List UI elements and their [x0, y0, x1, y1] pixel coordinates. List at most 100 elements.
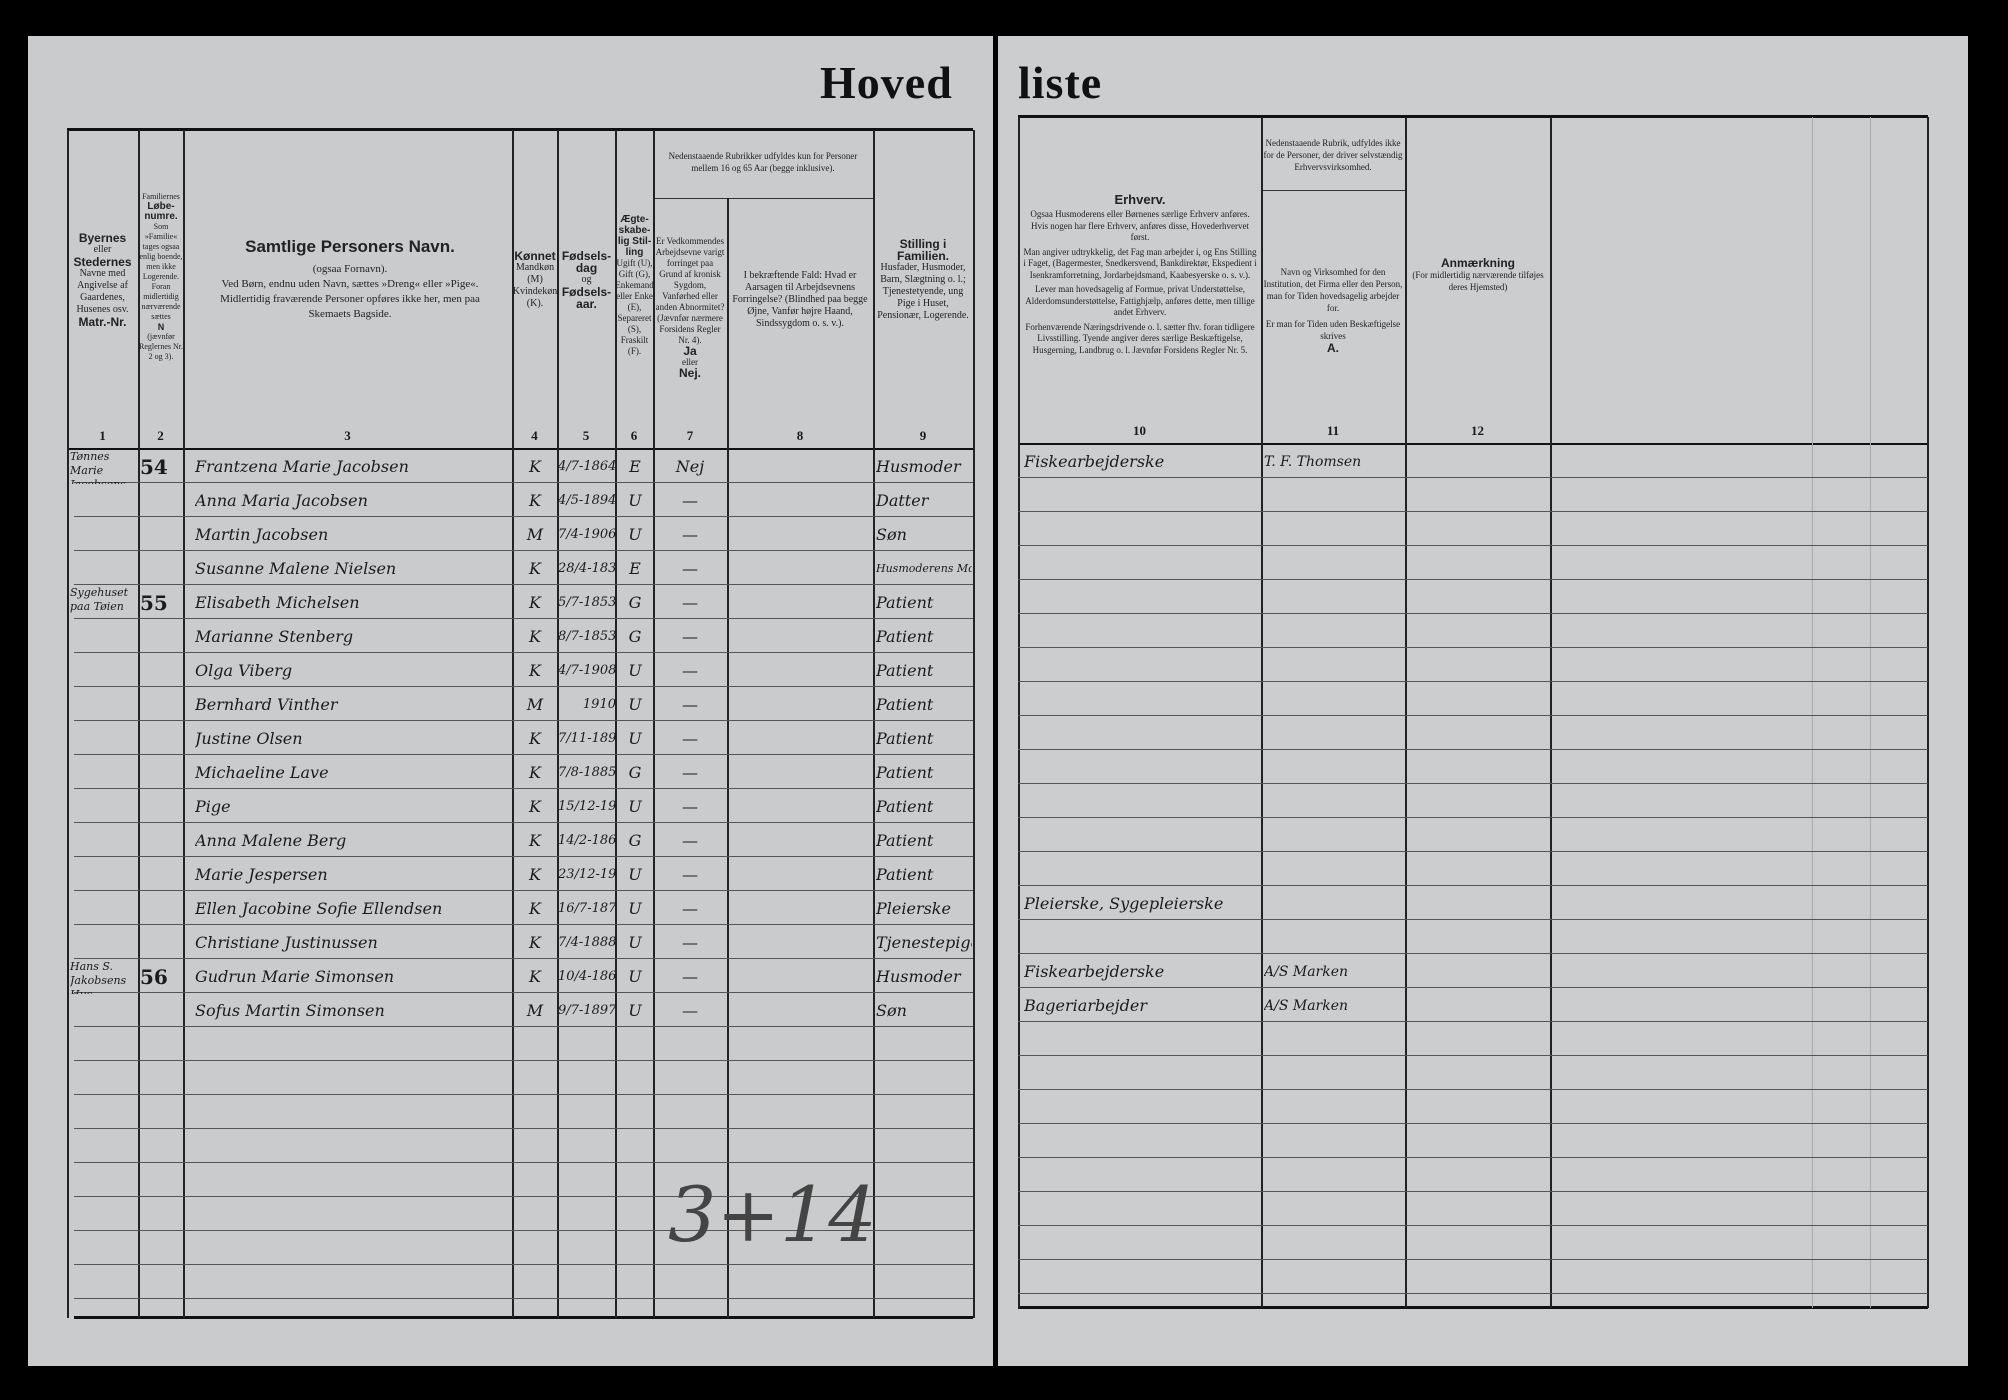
- h1-l2: eller: [93, 244, 112, 255]
- h3-l2: (ogsaa Fornavn).: [312, 262, 388, 275]
- row-place: [70, 518, 136, 552]
- row-civil: U: [628, 729, 642, 748]
- row-fam: [140, 756, 182, 790]
- h6-l2: Ugift (U), Gift (G), Enkemand eller Enke…: [615, 257, 654, 356]
- header-rule-right: [1018, 443, 1928, 445]
- top-rule-right: [1018, 115, 1928, 118]
- subheader-rule-11: [1261, 190, 1405, 191]
- row-occupation: Fiskearbejderske: [1024, 962, 1165, 981]
- row-cause: [730, 484, 870, 518]
- h1-l4: Navne med Angivelse af Gaardenes, Husene…: [76, 268, 129, 315]
- row-place: [70, 756, 136, 790]
- h1-l3: Stedernes: [73, 255, 132, 269]
- row-birth: 4/7-1908: [558, 663, 616, 678]
- row-place: [70, 688, 136, 722]
- row-line: [74, 1060, 973, 1061]
- row-line: [1018, 613, 1928, 614]
- column-divider: [512, 130, 514, 1318]
- row-line: [1018, 851, 1928, 852]
- row-line: [74, 482, 973, 483]
- column-divider: [973, 130, 975, 1318]
- row-ability: —: [682, 763, 698, 782]
- row-place: [70, 620, 136, 654]
- row-name: Gudrun Marie Simonsen: [195, 967, 395, 986]
- header-col-10: Erhverv. Ogsaa Husmoderens eller Børnenes…: [1022, 140, 1258, 410]
- row-line: [74, 1094, 973, 1095]
- row-line: [1018, 1021, 1928, 1022]
- row-employer: [1264, 751, 1404, 785]
- row-note: [1410, 513, 1548, 547]
- bottom-rule-right: [1018, 1306, 1928, 1309]
- row-ability: —: [682, 593, 698, 612]
- column-divider: [1927, 117, 1929, 1308]
- row-cause: [730, 994, 870, 1028]
- row-note: [1410, 547, 1548, 581]
- row-note: [1410, 853, 1548, 887]
- header-col-6: Ægte-skabe-lig Stil-ling Ugift (U), Gift …: [615, 160, 654, 410]
- row-line: [1018, 477, 1928, 478]
- column-divider: [67, 130, 69, 1318]
- row-line: [74, 992, 973, 993]
- column-number: 12: [1471, 423, 1484, 438]
- left-page: [28, 36, 993, 1366]
- row-employer: [1264, 921, 1404, 955]
- row-role: Patient: [876, 593, 934, 612]
- row-note: [1410, 751, 1548, 785]
- row-line: [1018, 545, 1928, 546]
- row-line: [1018, 579, 1928, 580]
- row-employer: [1264, 479, 1404, 513]
- column-number: 5: [582, 428, 590, 443]
- h7-l2: Ja: [683, 344, 697, 358]
- row-employer: [1264, 615, 1404, 649]
- row-line: [74, 1196, 973, 1197]
- row-sex: M: [526, 695, 544, 714]
- h4-l2: Mandkøn (M) Kvindekøn (K).: [512, 262, 558, 309]
- row-civil: U: [628, 967, 642, 986]
- row-place: [70, 654, 136, 688]
- column-divider: [1261, 117, 1263, 1308]
- subheader-rule-7-8: [653, 198, 873, 199]
- row-line: [74, 618, 973, 619]
- row-cause: [730, 518, 870, 552]
- row-civil: U: [628, 525, 642, 544]
- row-employer: [1264, 853, 1404, 887]
- column-number: 11: [1326, 423, 1340, 438]
- row-line: [1018, 1191, 1928, 1192]
- row-note: [1410, 887, 1548, 921]
- row-line: [74, 958, 973, 959]
- row-civil: U: [628, 695, 642, 714]
- row-sex: M: [526, 1001, 544, 1020]
- column-number: 4: [531, 428, 538, 443]
- row-name: Marie Jespersen: [195, 865, 328, 884]
- row-cause: [730, 824, 870, 858]
- row-line: [1018, 1089, 1928, 1090]
- row-fam: [140, 518, 182, 552]
- row-birth: 23/12-1915: [558, 867, 616, 882]
- faint-divider: [1870, 117, 1871, 1308]
- row-line: [1018, 1157, 1928, 1158]
- row-civil: U: [628, 797, 642, 816]
- row-occupation: [1024, 513, 1259, 547]
- row-line: [74, 1162, 973, 1163]
- h1-l5: Matr.-Nr.: [78, 315, 127, 329]
- row-occupation: [1024, 581, 1259, 615]
- h5-l2: og: [581, 274, 592, 285]
- column-number: 8: [796, 428, 804, 443]
- header-col-5: Fødsels-dag og Fødsels-aar.: [558, 230, 615, 330]
- tally-note: 3+14: [668, 1170, 877, 1259]
- h3-l3: Ved Børn, endnu uden Navn, sættes »Dreng…: [221, 277, 479, 290]
- h3-l4: Midlertidig fraværende Personer opføres …: [220, 292, 480, 320]
- row-name: Justine Olsen: [195, 729, 303, 748]
- row-fam: [140, 790, 182, 824]
- h12-l2: (For midlertidig nærværende tilføjes der…: [1412, 270, 1544, 292]
- row-occupation: [1024, 785, 1259, 819]
- h2-l2: Løbe-numre.: [144, 201, 178, 222]
- row-name: Frantzena Marie Jacobsen: [195, 457, 409, 476]
- row-line: [1018, 1225, 1928, 1226]
- row-cause: [730, 858, 870, 892]
- row-birth: 7/4-1888: [558, 935, 616, 950]
- h10-l5: Forhenværende Næringsdrivende o. l. sætt…: [1025, 321, 1255, 355]
- column-number: 7: [686, 428, 694, 443]
- row-role: Patient: [876, 729, 934, 748]
- row-line: [74, 1026, 973, 1027]
